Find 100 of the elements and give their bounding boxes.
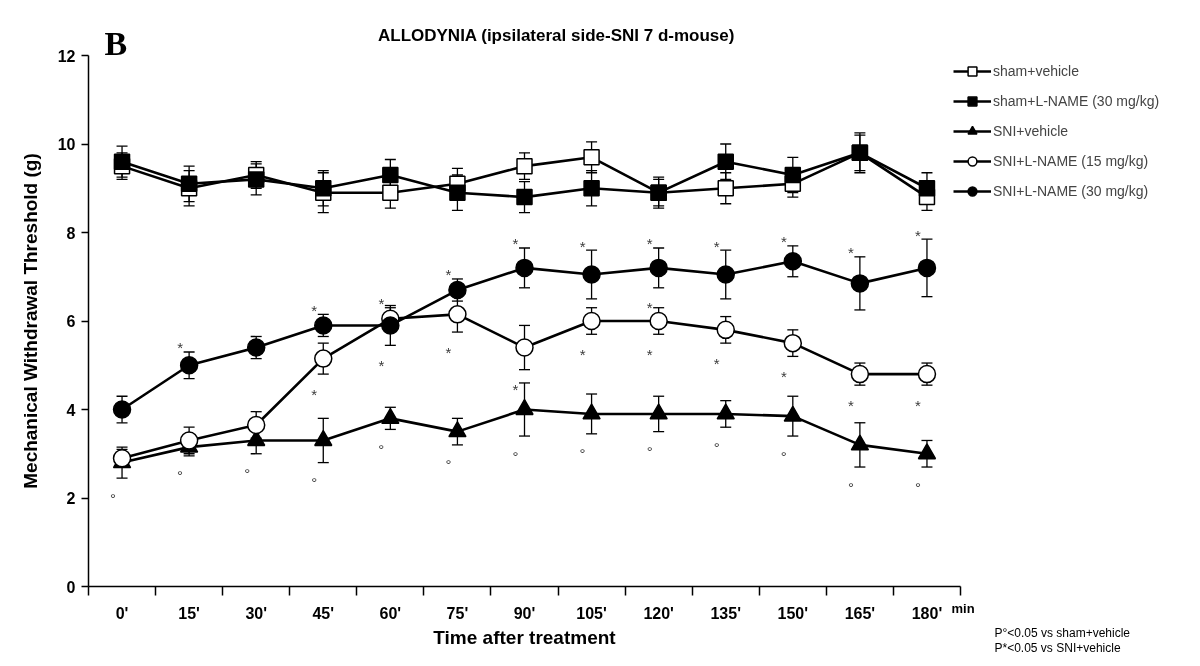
x-tick-label: 0' <box>115 604 129 622</box>
point <box>917 258 937 278</box>
annotation: * <box>579 237 586 255</box>
chart-title: ALLODYNIA (ipsilateral side-SNI 7 d-mouse) <box>377 26 735 45</box>
annotation: ° <box>110 489 117 507</box>
annotation: * <box>646 235 653 253</box>
annotation: ° <box>780 447 787 465</box>
point <box>582 403 601 420</box>
y-tick-label: 6 <box>66 313 76 330</box>
annotation: ° <box>512 447 519 465</box>
x-tick-label: 165' <box>844 604 876 622</box>
x-tick-label: 75' <box>446 604 469 622</box>
x-tick-label: 15' <box>178 604 200 622</box>
point <box>783 405 803 422</box>
y-tick-label: 10 <box>57 136 76 153</box>
point <box>717 153 734 170</box>
x-tick-label: 105' <box>576 604 607 622</box>
legend-label: SNI+L-NAME (15 mg/kg) <box>993 153 1149 169</box>
point <box>246 338 266 357</box>
point <box>179 356 199 375</box>
x-tick-label: 45' <box>312 604 335 622</box>
point <box>717 180 734 197</box>
x-tick-label: 120' <box>643 604 674 622</box>
annotation: ° <box>713 438 720 456</box>
annotation: ° <box>914 478 921 496</box>
point <box>314 349 333 368</box>
annotation: ° <box>378 440 385 458</box>
x-tick-label: 60' <box>379 604 402 622</box>
annotation: B <box>104 25 128 62</box>
annotation: * <box>713 237 720 255</box>
point <box>516 188 533 206</box>
annotation: * <box>780 233 787 251</box>
x-tick-label: 90' <box>513 604 536 622</box>
annotation: * <box>847 244 854 262</box>
text: min <box>951 601 975 616</box>
annotation: * <box>646 299 653 317</box>
point <box>649 311 668 331</box>
point <box>649 403 668 420</box>
point <box>381 407 400 425</box>
point <box>315 180 332 197</box>
point <box>783 252 803 271</box>
point <box>179 431 199 450</box>
point <box>582 311 601 331</box>
y-tick-label: 12 <box>57 47 76 65</box>
point <box>515 398 534 416</box>
y-tick-label: 2 <box>66 490 76 507</box>
point <box>448 305 467 324</box>
point <box>180 175 198 193</box>
point <box>314 429 333 447</box>
point <box>583 149 600 166</box>
x-tick-label: 30' <box>245 604 267 622</box>
point <box>582 265 601 284</box>
point <box>515 338 534 357</box>
annotation: * <box>847 396 854 414</box>
point <box>113 153 131 170</box>
point <box>382 184 399 201</box>
annotation: * <box>445 343 452 361</box>
point <box>112 400 132 419</box>
text: P*<0.05 vs SNI+vehicle <box>994 640 1121 655</box>
annotation: * <box>512 235 519 253</box>
annotation: * <box>311 385 318 403</box>
annotation: * <box>378 356 385 374</box>
annotation: ° <box>311 474 318 492</box>
annotation: * <box>445 266 452 284</box>
point <box>382 166 399 184</box>
legend-label: sham+L-NAME (30 mg/kg) <box>993 93 1160 109</box>
legend-label: SNI+vehicle <box>993 123 1069 139</box>
point <box>381 316 400 335</box>
annotation: * <box>713 354 720 372</box>
point <box>449 184 466 201</box>
annotation: * <box>915 226 922 244</box>
point <box>850 274 870 293</box>
y-tick-label: 0 <box>66 578 76 596</box>
x-tick-label: 135' <box>710 604 741 622</box>
point <box>783 333 803 353</box>
annotation: * <box>378 295 385 313</box>
point <box>247 171 265 188</box>
point <box>516 157 533 175</box>
legend-label: SNI+L-NAME (30 mg/kg) <box>993 183 1149 199</box>
annotation: ° <box>579 445 586 463</box>
point <box>850 434 870 451</box>
annotation: * <box>512 381 519 399</box>
annotation: * <box>915 396 922 414</box>
point <box>917 443 937 460</box>
annotation: * <box>646 345 653 363</box>
annotation: ° <box>646 443 653 461</box>
point <box>448 421 467 438</box>
point <box>716 403 735 420</box>
annotation: * <box>177 339 184 357</box>
annotation: ° <box>244 465 251 483</box>
point <box>784 166 802 184</box>
y-axis-title: Mechanical Withdrawal Threshold (g) <box>19 153 41 489</box>
point <box>716 265 735 284</box>
annotation: ° <box>847 478 854 496</box>
y-tick-label: 8 <box>66 224 76 242</box>
x-tick-label: 150' <box>777 604 809 622</box>
x-axis-title: Time after treatment <box>433 626 617 648</box>
point <box>583 180 600 197</box>
point <box>515 258 534 278</box>
legend-label: sham+vehicle <box>993 63 1079 79</box>
